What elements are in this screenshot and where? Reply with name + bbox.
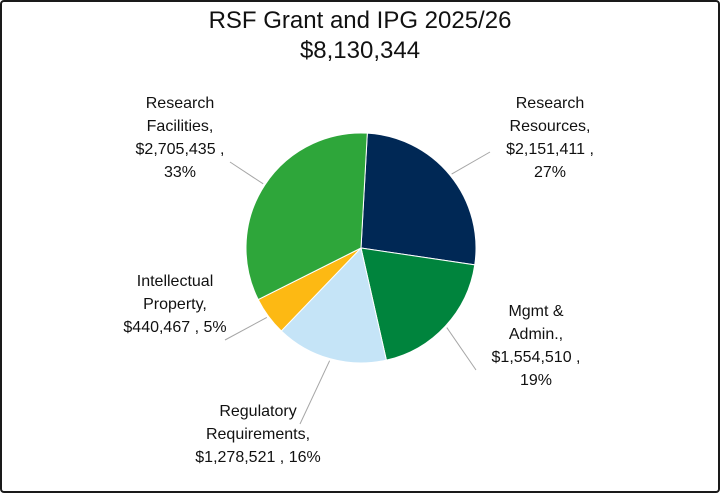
pie-slice-mgmt-admin [360,247,476,361]
label-line: Resources, [509,118,591,135]
label-line: $1,278,521 , 16% [195,449,321,466]
label-line: 19% [519,372,553,389]
label-line: $2,151,411 , [506,141,594,158]
label-line: Regulatory [219,403,297,420]
chart-subtitle: $8,130,344 [299,37,421,64]
leader-line [446,327,477,371]
label-line: $1,554,510 , [491,349,581,366]
leader-line [299,360,331,425]
pie-slice-regulatory-requirements [280,246,387,364]
leader-line [224,316,268,341]
label-line: $440,467 , 5% [123,319,227,336]
chart-title: RSF Grant and IPG 2025/26 [208,7,512,34]
leader-line [451,151,491,175]
label-line: Research [145,95,215,112]
label-line: Mgmt & [508,303,564,320]
label-line: Facilities, [146,118,214,135]
label-line: Research [515,95,585,112]
data-label-regulatory-requirements: Regulatory Requirements, $1,278,521 , 16… [168,400,348,469]
label-line: 33% [163,164,197,181]
pie-slice-research-resources [360,132,477,266]
data-label-mgmt-admin: Mgmt & Admin., $1,554,510 , 19% [476,300,596,392]
label-line: Admin., [508,326,564,343]
data-label-research-resources: Research Resources, $2,151,411 , 27% [490,92,610,184]
label-line: 27% [533,164,567,181]
pie-slice-research-facilities [245,132,368,301]
leader-line [229,161,264,185]
label-line: Requirements, [205,426,311,443]
label-line: Intellectual [136,273,214,290]
label-line: $2,705,435 , [135,141,225,158]
data-label-research-facilities: Research Facilities, $2,705,435 , 33% [120,92,240,184]
data-label-intellectual-property: Intellectual Property, $440,467 , 5% [100,270,250,339]
label-line: Property, [143,296,207,313]
